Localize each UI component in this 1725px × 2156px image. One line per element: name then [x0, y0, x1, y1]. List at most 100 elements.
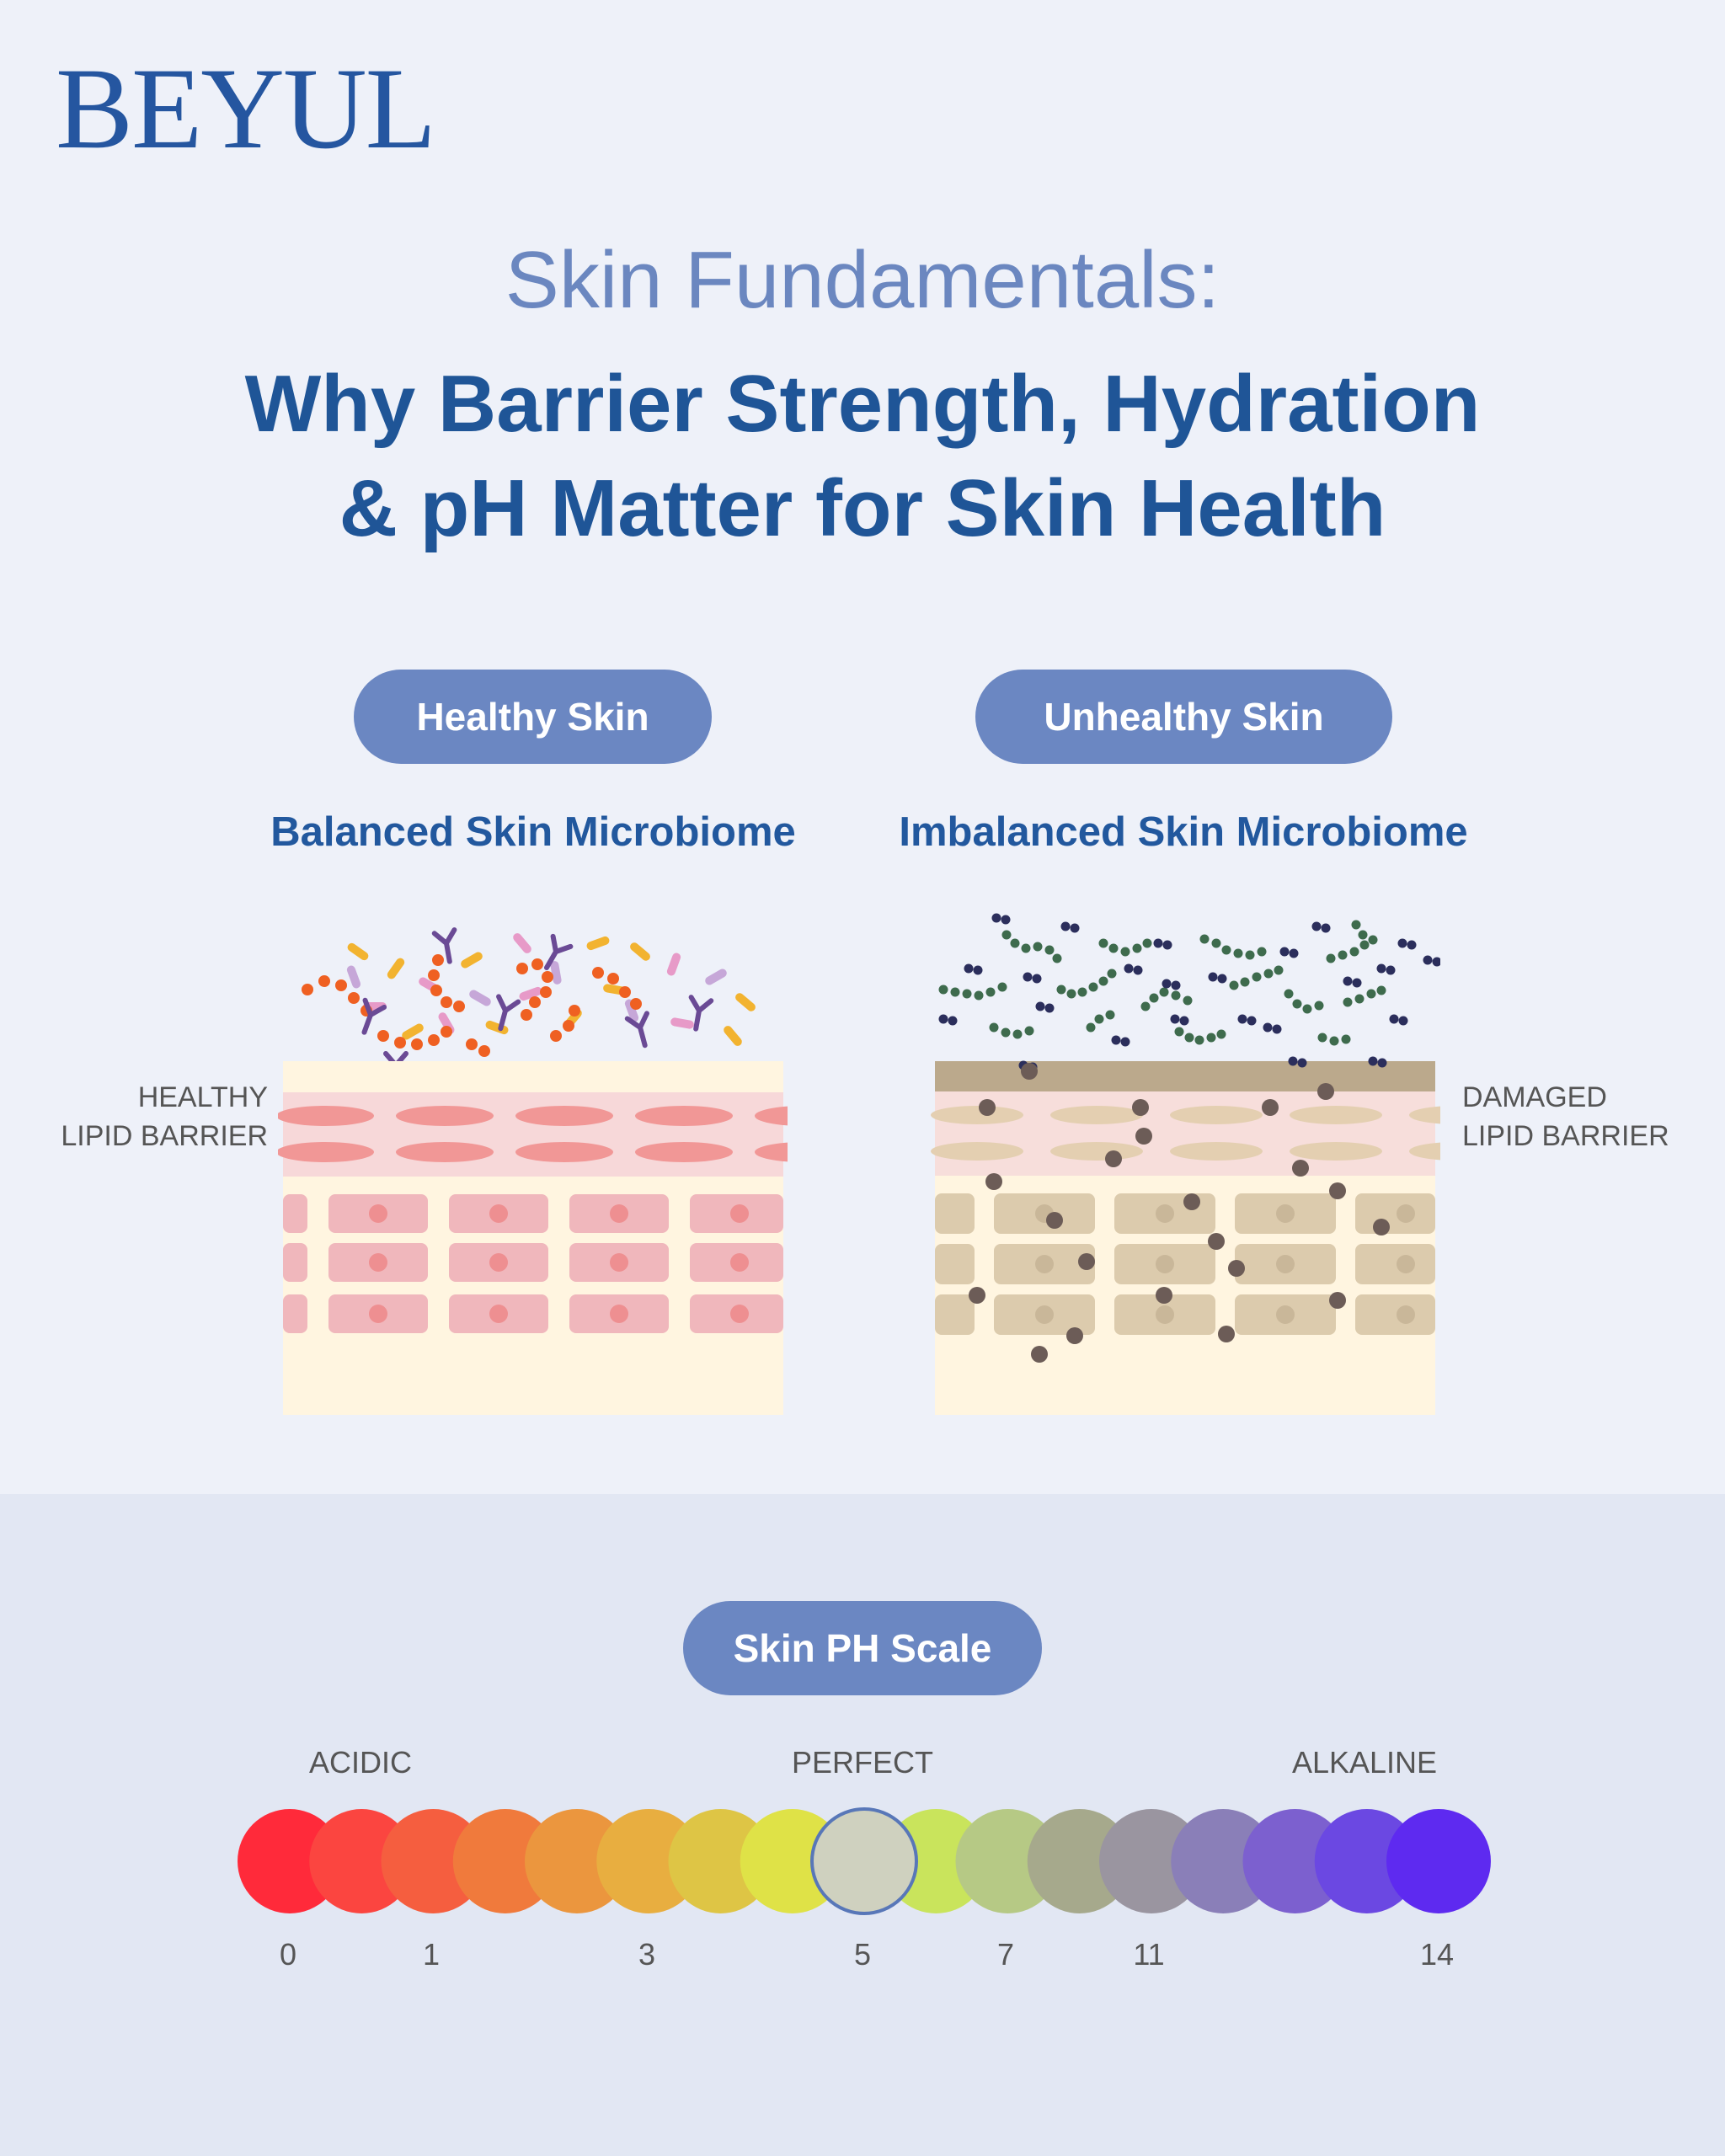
diplococcus-cell: [1343, 976, 1353, 986]
damaged-lipid-ellipse: [1050, 1142, 1143, 1161]
harmful-bacteria-coccus: [1098, 938, 1108, 948]
damaged-skin-cell: [935, 1244, 975, 1284]
bacteria-coccus: [521, 1009, 532, 1021]
harmful-bacteria-coccus: [1326, 953, 1336, 963]
harmful-bacteria-coccus: [1366, 989, 1376, 999]
ph-circles: [238, 1807, 1491, 1915]
harmful-bacteria-coccus: [1056, 985, 1066, 995]
ph-tick-5: 5: [853, 1937, 872, 1972]
harmful-bacteria-coccus: [1263, 969, 1274, 979]
damaged-side-line-2: LIPID BARRIER: [1462, 1120, 1669, 1152]
diplococcus-cell: [938, 1014, 948, 1024]
harmful-diplococcus: [1111, 1035, 1130, 1047]
cell-nucleus: [610, 1253, 628, 1272]
diplococcus-cell: [1208, 972, 1218, 982]
harmful-bacteria-coccus: [1314, 1001, 1324, 1011]
bacteria-coccus: [569, 1005, 580, 1017]
damage-particle: [1228, 1260, 1245, 1277]
bacteria-coccus: [531, 958, 543, 970]
ph-tick-3: 3: [638, 1937, 656, 1972]
cell-nucleus: [489, 1253, 508, 1272]
lipid-ellipse: [515, 1106, 613, 1126]
harmful-bacteria-coccus: [1033, 942, 1043, 952]
harmful-bacteria-coccus: [989, 1022, 999, 1033]
bacteria-coccus: [441, 996, 452, 1008]
y-antibody-shape: [431, 927, 457, 964]
bacteria-coccus: [302, 984, 313, 995]
bacteria-coccus: [563, 1020, 574, 1032]
damage-particle: [1183, 1193, 1200, 1210]
diplococcus-cell: [1321, 923, 1331, 933]
cell-nucleus: [369, 1305, 387, 1323]
harmful-bacteria-coccus: [1142, 938, 1152, 948]
damaged-cell-nucleus: [1397, 1305, 1415, 1324]
diplococcus-cell: [1032, 974, 1042, 984]
damage-particle: [969, 1287, 985, 1304]
damage-particle: [1329, 1292, 1346, 1309]
harmful-bacteria-coccus: [1105, 1010, 1115, 1020]
cell-nucleus: [489, 1204, 508, 1223]
diplococcus-cell: [1272, 1024, 1282, 1034]
damage-particle: [1105, 1150, 1122, 1167]
bacteria-coccus: [453, 1001, 465, 1012]
bacteria-rod: [735, 993, 756, 1011]
damaged-lipid-ellipse: [931, 1106, 1023, 1124]
harmful-diplococcus: [1343, 976, 1362, 988]
healthy-side-line-2: LIPID BARRIER: [61, 1120, 268, 1152]
lipid-ellipse: [635, 1106, 733, 1126]
cell-nucleus: [369, 1204, 387, 1223]
diplococcus-cell: [1070, 923, 1080, 933]
bacteria-rod: [724, 1026, 742, 1046]
harmful-diplococcus: [1023, 972, 1042, 984]
damaged-top-crust: [935, 1061, 1435, 1091]
cell-nucleus: [610, 1305, 628, 1323]
harmful-bacteria-coccus: [1206, 1033, 1216, 1043]
diplococcus-cell: [1297, 1058, 1307, 1068]
diplococcus-cell: [1377, 1058, 1387, 1068]
harmful-bacteria-coccus: [1174, 1027, 1184, 1037]
cell-nucleus: [730, 1305, 749, 1323]
bacteria-coccus: [428, 969, 440, 981]
harmful-diplococcus: [1170, 1014, 1189, 1026]
damaged-cell-nucleus: [1276, 1305, 1295, 1324]
bacteria-coccus: [607, 973, 619, 985]
harmful-bacteria-coccus: [950, 987, 960, 997]
damage-particle: [1262, 1099, 1279, 1116]
page-title: Why Barrier Strength, Hydration & pH Mat…: [0, 352, 1725, 561]
harmful-diplococcus: [1279, 947, 1299, 958]
ph-circle: [596, 1809, 702, 1913]
bacteria-rod: [630, 942, 650, 961]
y-antibody-shape: [688, 995, 714, 1032]
harmful-bacteria-coccus: [962, 989, 972, 999]
harmful-bacteria-coccus: [1368, 935, 1378, 945]
y-antibody-shape: [624, 1011, 649, 1049]
damaged-lipid-ellipse: [1170, 1106, 1263, 1124]
bacteria-rod: [670, 1017, 694, 1029]
bacteria-coccus: [377, 1030, 389, 1042]
bacteria-rod: [513, 933, 531, 953]
harmful-bacteria-coccus: [1107, 969, 1117, 979]
damage-particle: [1156, 1287, 1172, 1304]
damage-particle: [1135, 1128, 1152, 1145]
diplococcus-cell: [1423, 955, 1433, 965]
damage-particle: [1218, 1326, 1235, 1342]
lipid-ellipse: [635, 1142, 733, 1162]
damaged-cell-nucleus: [1035, 1255, 1054, 1273]
harmful-bacteria-coccus: [1001, 1027, 1011, 1038]
damaged-cell-nucleus: [1276, 1204, 1295, 1223]
healthy-lipid-layer: [283, 1092, 783, 1177]
alkaline-label: ALKALINE: [1291, 1745, 1438, 1780]
bacteria-rod: [402, 1023, 424, 1040]
harmful-diplococcus: [1397, 938, 1417, 950]
damaged-skin-cell: [1355, 1193, 1435, 1234]
harmful-bacteria-coccus: [1044, 945, 1055, 955]
harmful-diplococcus: [1237, 1014, 1257, 1026]
diplococcus-cell: [1179, 1016, 1189, 1026]
diplococcus-cell: [1386, 965, 1396, 975]
damage-particle: [1066, 1327, 1083, 1344]
y-antibody: [688, 995, 714, 1032]
harmful-bacteria-coccus: [1359, 940, 1370, 950]
cell-nucleus: [489, 1305, 508, 1323]
diplococcus-cell: [1217, 974, 1227, 984]
diplococcus-cell: [1279, 947, 1290, 957]
